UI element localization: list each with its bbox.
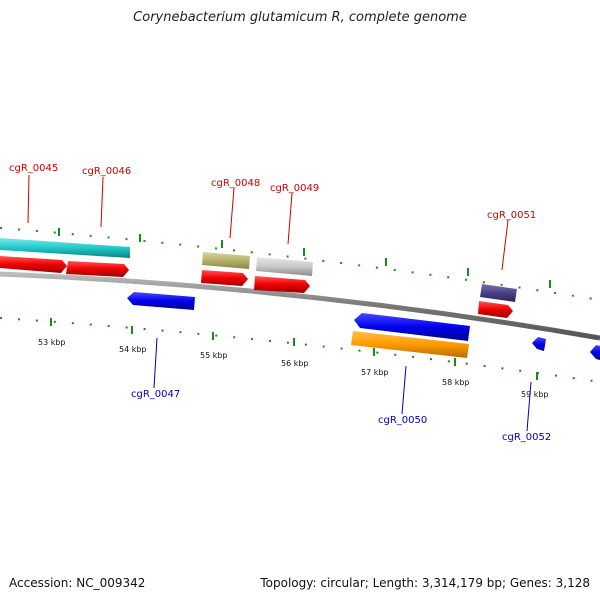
map-title: Corynebacterium glutamicum R, complete g… — [133, 10, 467, 25]
major-ticks — [50, 228, 551, 380]
gene-cgR-0047[interactable] — [127, 292, 195, 310]
orange-feature[interactable] — [351, 331, 469, 358]
gene-cgR-0048[interactable] — [201, 270, 248, 286]
leader-line — [100, 176, 104, 228]
gene-label: cgR_0052 — [502, 432, 551, 443]
gene-cgR-0052[interactable] — [532, 337, 546, 351]
genome-summary: Topology: circular; Length: 3,314,179 bp… — [260, 576, 590, 590]
gene-label: cgR_0046 — [82, 166, 131, 177]
gene-cgR-0045[interactable] — [0, 256, 67, 273]
gene-label: cgR_0051 — [487, 210, 536, 221]
scale-label: 55 kbp — [200, 351, 228, 360]
gene-cgR-0046[interactable] — [66, 261, 129, 277]
gene-label: cgR_0048 — [211, 178, 260, 189]
scale-label: 59 kbp — [521, 390, 549, 399]
accession-text: Accession: NC_009342 — [9, 576, 146, 590]
leader-line — [287, 192, 293, 245]
gene-partial-right[interactable] — [590, 345, 600, 360]
gray-feature[interactable] — [256, 257, 313, 276]
gene-cgR-0051[interactable] — [478, 301, 513, 318]
gene-label: cgR_0045 — [9, 163, 58, 174]
scale-label: 56 kbp — [281, 359, 309, 368]
cyan-feature[interactable] — [0, 238, 130, 258]
gene-label: cgR_0050 — [378, 415, 427, 426]
leader-line — [229, 187, 235, 239]
purple-feature[interactable] — [480, 284, 517, 302]
leader-line — [401, 365, 407, 415]
inner-scale-track — [0, 317, 600, 383]
olive-feature[interactable] — [202, 252, 250, 269]
scale-label: 57 kbp — [361, 368, 389, 377]
genome-backbone — [0, 271, 600, 341]
gene-label: cgR_0047 — [131, 389, 180, 400]
scale-label: 53 kbp — [38, 338, 66, 347]
gene-cgR-0049[interactable] — [254, 276, 310, 293]
leader-line — [501, 219, 509, 271]
leader-line — [27, 174, 30, 224]
gene-cgR-0050[interactable] — [354, 313, 470, 341]
scale-label: 54 kbp — [119, 345, 147, 354]
leader-line — [526, 381, 532, 432]
scale-label: 58 kbp — [442, 378, 470, 387]
leader-line — [153, 337, 158, 389]
gene-label: cgR_0049 — [270, 183, 319, 194]
